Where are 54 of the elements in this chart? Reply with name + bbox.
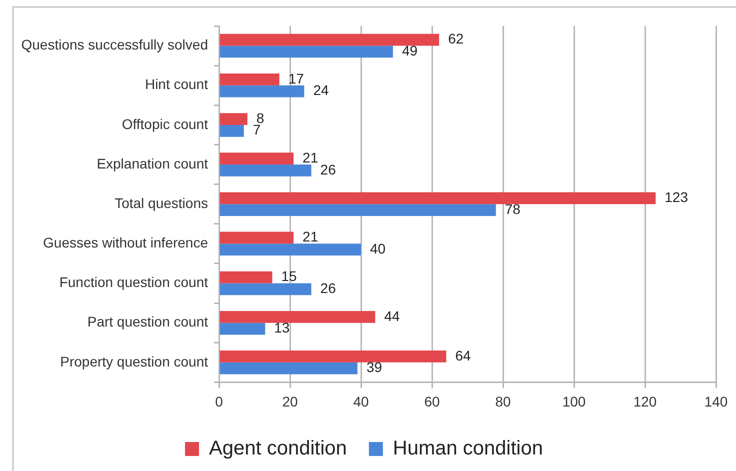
- legend-label: Human condition: [392, 438, 543, 460]
- bar: [220, 124, 244, 137]
- x-tick-label: 120: [633, 393, 657, 410]
- data-label: 49: [402, 42, 418, 59]
- y-tick-label: Hint count: [144, 76, 208, 92]
- data-label: 64: [455, 347, 471, 364]
- data-label: 40: [370, 240, 386, 256]
- x-tick-label: 60: [424, 393, 440, 410]
- data-label: 21: [302, 149, 318, 166]
- x-tick-label: 100: [562, 393, 586, 410]
- x-tick-label: 80: [495, 393, 511, 410]
- data-label: 17: [288, 70, 304, 86]
- y-tick-label: Part question count: [87, 314, 208, 330]
- data-label: 26: [320, 161, 336, 178]
- bar: [220, 362, 358, 374]
- bar: [220, 152, 294, 165]
- bar: [220, 192, 656, 204]
- y-tick-label: Questions successfully solved: [21, 36, 208, 53]
- bar: [220, 322, 266, 335]
- bar: [220, 271, 272, 284]
- bar: [220, 232, 294, 244]
- bar: [220, 350, 446, 362]
- bar: [220, 204, 496, 216]
- data-label: 39: [366, 359, 382, 376]
- bar: [220, 113, 248, 125]
- data-label: 8: [256, 110, 264, 126]
- bar: [220, 46, 393, 58]
- data-label: 21: [302, 228, 318, 245]
- data-label: 13: [274, 320, 290, 336]
- x-tick-label: 140: [704, 393, 728, 410]
- data-label: 123: [664, 189, 688, 206]
- data-label: 44: [384, 308, 400, 324]
- data-label: 62: [448, 30, 464, 47]
- data-label: 26: [320, 280, 336, 296]
- bar: [220, 73, 280, 86]
- x-tick-label: 40: [353, 393, 369, 410]
- bar: [220, 85, 304, 98]
- x-tick-label: 0: [215, 393, 224, 410]
- data-label: 24: [313, 82, 329, 98]
- bar: [220, 310, 376, 323]
- y-tick-label: Guesses without inference: [43, 234, 208, 251]
- data-label: 15: [281, 268, 298, 284]
- data-label: 78: [504, 200, 521, 217]
- bar: [220, 244, 361, 256]
- y-tick-label: Offtopic count: [122, 116, 208, 132]
- y-tick-label: Total questions: [114, 194, 208, 211]
- bar: [220, 164, 312, 176]
- bar: [220, 34, 440, 46]
- y-tick-label: Function question count: [59, 274, 208, 290]
- bar: [220, 283, 312, 296]
- y-tick-label: Property question count: [60, 353, 208, 370]
- legend-label: Agent condition: [209, 438, 347, 460]
- x-tick-label: 20: [282, 393, 298, 410]
- y-tick-label: Explanation count: [96, 155, 208, 172]
